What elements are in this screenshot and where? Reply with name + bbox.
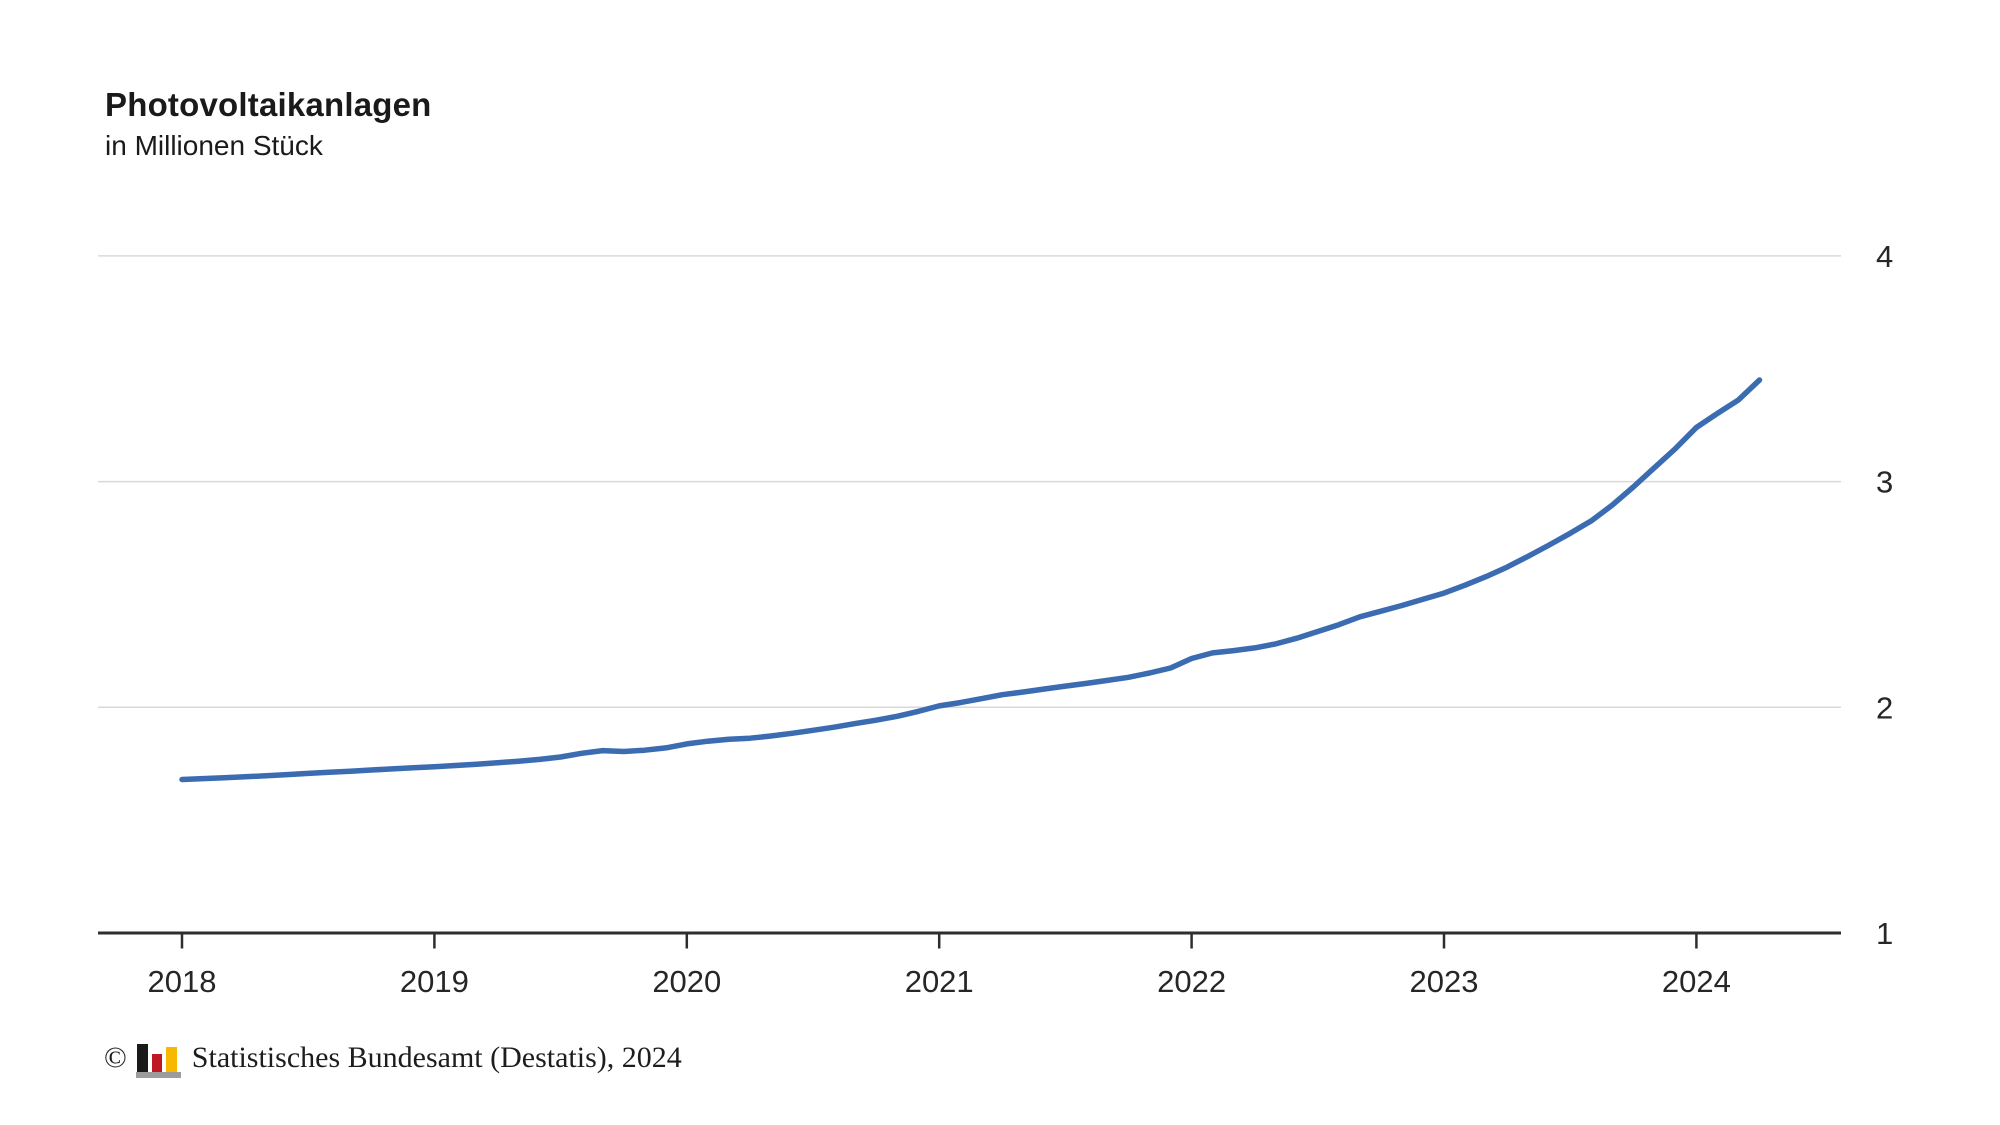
source-text: Statistisches Bundesamt (Destatis), 2024: [191, 1041, 682, 1074]
x-axis-label: 2023: [1410, 964, 1479, 999]
bar-chart-icon: [135, 1044, 181, 1078]
chart-title: Photovoltaikanlagen: [105, 86, 432, 123]
x-axis-label: 2022: [1157, 964, 1226, 999]
x-axis-label: 2020: [652, 964, 721, 999]
x-axis-label: 2019: [400, 964, 469, 999]
copyright-symbol: ©: [104, 1041, 127, 1074]
chart-subtitle: in Millionen Stück: [105, 130, 323, 161]
x-axis-label: 2021: [905, 964, 974, 999]
y-axis-label: 2: [1876, 690, 1893, 725]
line-series: [179, 377, 1763, 783]
source-attribution: © Statistisches Bundesamt (Destatis), 20…: [104, 1038, 682, 1078]
x-axis-label: 2024: [1662, 964, 1731, 999]
y-axis-label: 4: [1876, 239, 1893, 274]
y-axis-label: 1: [1876, 916, 1893, 951]
y-axis-label: 3: [1876, 465, 1893, 500]
x-axis-label: 2018: [148, 964, 217, 999]
